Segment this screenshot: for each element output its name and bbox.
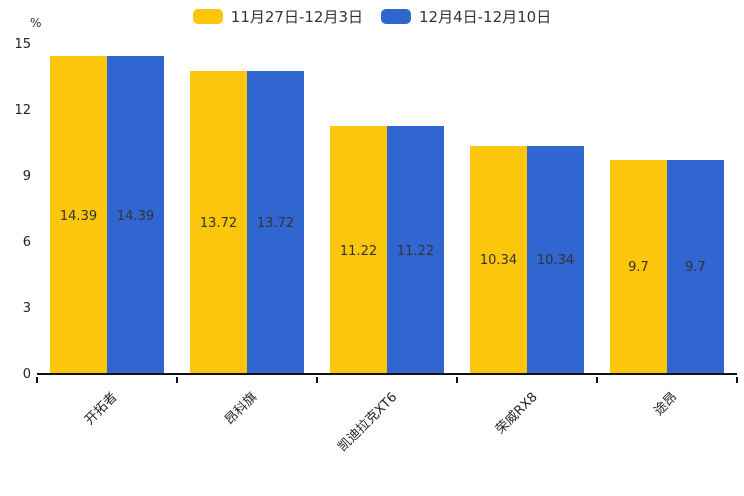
y-tick-label: 6 [22, 235, 31, 250]
x-tick-mark [596, 377, 598, 383]
legend-label: 11月27日-12月3日 [230, 8, 363, 26]
bar-value-label: 13.72 [199, 216, 238, 232]
x-category-label: 开拓者 [82, 389, 121, 429]
bar-value-label: 9.7 [685, 260, 706, 276]
bar-value-label: 11.22 [396, 243, 435, 259]
x-category-label: 荣威RX8 [492, 389, 541, 438]
bar: 13.72 [247, 71, 304, 373]
legend-item: 12月4日-12月10日 [381, 6, 551, 27]
bar: 11.22 [330, 126, 387, 373]
x-tick-mark [176, 377, 178, 383]
bar: 13.72 [190, 71, 247, 373]
bar-value-label: 11.22 [339, 243, 378, 259]
bar: 9.7 [610, 159, 667, 373]
legend-swatch [192, 9, 223, 24]
x-tick-mark [456, 377, 458, 383]
bar-value-label: 10.34 [536, 253, 575, 269]
bar: 10.34 [470, 145, 527, 373]
y-tick-label: 12 [14, 103, 31, 118]
x-tick-mark [316, 377, 318, 383]
x-category-label: 途昂 [651, 389, 681, 419]
bar-value-label: 14.39 [59, 208, 98, 224]
bar-value-label: 9.7 [628, 260, 649, 276]
legend: 11月27日-12月3日 12月4日-12月10日 [0, 6, 744, 27]
bar: 14.39 [50, 56, 107, 373]
x-category-label: 凯迪拉克XT6 [335, 389, 401, 455]
y-tick-label: 3 [22, 301, 31, 316]
y-axis-unit-label: % [30, 16, 42, 30]
y-tick-label: 0 [22, 367, 31, 382]
x-tick-mark [36, 377, 38, 383]
x-category-label: 昂科旗 [222, 389, 261, 429]
legend-swatch [381, 9, 411, 24]
y-tick-label: 15 [14, 37, 31, 52]
plot-area: 14.39 14.39 开拓者 13.72 13.72 昂科旗 11.22 11.22 凯迪拉克… [36, 45, 738, 455]
bar-value-label: 14.39 [116, 208, 155, 224]
bar-value-label: 13.72 [256, 216, 295, 232]
legend-item: 11月27日-12月3日 [192, 6, 363, 27]
legend-label: 12月4日-12月10日 [419, 8, 552, 26]
bar-value-label: 10.34 [479, 253, 518, 269]
bar: 14.39 [107, 56, 164, 373]
bar: 11.22 [387, 126, 444, 373]
bar: 9.7 [667, 159, 724, 373]
x-tick-mark [736, 377, 738, 383]
bar: 10.34 [527, 145, 584, 373]
y-tick-label: 9 [22, 169, 31, 184]
